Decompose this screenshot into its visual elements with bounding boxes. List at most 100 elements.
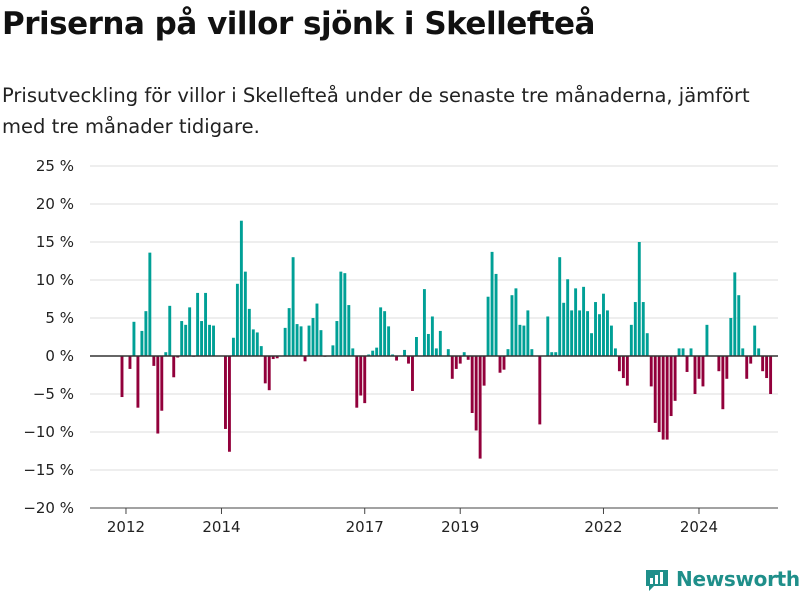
newsworthy-logo-icon	[646, 570, 668, 591]
x-tick-label: 2019	[441, 518, 479, 536]
bar	[681, 348, 685, 356]
bar	[598, 314, 601, 356]
x-tick-label: 2017	[346, 518, 384, 536]
bar	[311, 318, 315, 356]
bar	[164, 352, 168, 356]
bar	[633, 302, 637, 356]
bar	[224, 356, 227, 429]
y-tick-label: −15 %	[23, 461, 74, 479]
bar	[168, 305, 172, 356]
bar	[522, 325, 526, 356]
bar	[753, 325, 757, 356]
bar	[629, 324, 633, 356]
bar	[645, 333, 649, 356]
bar	[299, 326, 303, 356]
bar	[582, 286, 586, 356]
bar	[526, 310, 530, 356]
bar	[227, 356, 231, 452]
bar	[259, 346, 263, 356]
x-tick-label: 2022	[584, 518, 622, 536]
bar	[741, 348, 745, 356]
x-tick-label: 2024	[680, 518, 718, 536]
bar	[407, 356, 410, 364]
y-tick-label: 0 %	[45, 347, 74, 365]
bar	[295, 324, 299, 356]
bar	[355, 356, 359, 408]
bar	[430, 316, 434, 356]
chart-subtitle: Prisutveckling för villor i Skellefteå u…	[2, 84, 750, 138]
bar	[454, 356, 458, 369]
bar	[422, 289, 426, 356]
chart-title: Priserna på villor sjönk i Skellefteå	[2, 6, 595, 42]
bar	[769, 356, 773, 394]
newsworthy-brand[interactable]: Newsworthy	[644, 566, 800, 592]
bar	[395, 356, 399, 361]
bar	[669, 356, 673, 417]
bar	[498, 356, 502, 373]
bar	[184, 324, 188, 356]
bar	[689, 348, 693, 356]
bar	[550, 352, 554, 356]
bar	[649, 356, 653, 387]
bar	[315, 303, 319, 356]
bar	[637, 242, 641, 356]
bar	[287, 308, 291, 356]
y-tick-label: 15 %	[36, 233, 74, 251]
bar	[438, 330, 442, 356]
bar	[574, 288, 578, 356]
bar	[566, 279, 570, 356]
bar	[307, 325, 311, 356]
bar	[562, 302, 566, 356]
y-tick-label: −10 %	[23, 423, 74, 441]
bar	[235, 283, 239, 356]
y-tick-label: 20 %	[36, 195, 74, 213]
bar	[120, 356, 124, 398]
bar	[335, 321, 339, 356]
bar	[538, 356, 542, 425]
bar	[749, 356, 753, 364]
bar	[239, 220, 243, 356]
bar	[518, 324, 522, 356]
bar	[725, 356, 729, 379]
bar	[411, 356, 414, 391]
bar	[347, 305, 351, 356]
bar	[494, 273, 498, 356]
bar	[247, 308, 251, 356]
bar	[128, 356, 132, 369]
bar	[757, 348, 761, 356]
bar	[693, 356, 697, 394]
bar	[132, 321, 136, 356]
bar	[156, 356, 160, 434]
bar	[661, 356, 665, 440]
bar	[180, 321, 184, 356]
bar	[291, 257, 295, 356]
bar	[212, 325, 215, 356]
bar-chart: 25 % 20 % 15 % 10 % 5 % 0 % −5 % −10 % −15 % −20 …	[23, 150, 798, 536]
bar	[136, 356, 140, 408]
bar	[554, 352, 558, 356]
bar	[514, 288, 518, 356]
bar	[765, 356, 769, 379]
bar	[200, 321, 204, 356]
bar	[578, 310, 582, 356]
bar	[606, 310, 609, 356]
bar	[363, 356, 367, 404]
y-tick-label: 5 %	[45, 309, 74, 327]
bar	[486, 296, 490, 356]
bar	[570, 310, 574, 356]
bar	[697, 356, 701, 379]
bar	[148, 252, 152, 356]
bar	[231, 337, 235, 356]
bar	[267, 356, 271, 391]
bar	[677, 348, 681, 356]
bar	[641, 302, 645, 356]
bar	[737, 295, 741, 356]
bar	[745, 356, 749, 379]
bar	[462, 352, 466, 356]
bar	[204, 292, 208, 356]
bar	[303, 356, 307, 362]
bar	[208, 324, 211, 356]
bar	[673, 356, 677, 401]
bar	[359, 356, 363, 396]
bar	[450, 356, 454, 379]
